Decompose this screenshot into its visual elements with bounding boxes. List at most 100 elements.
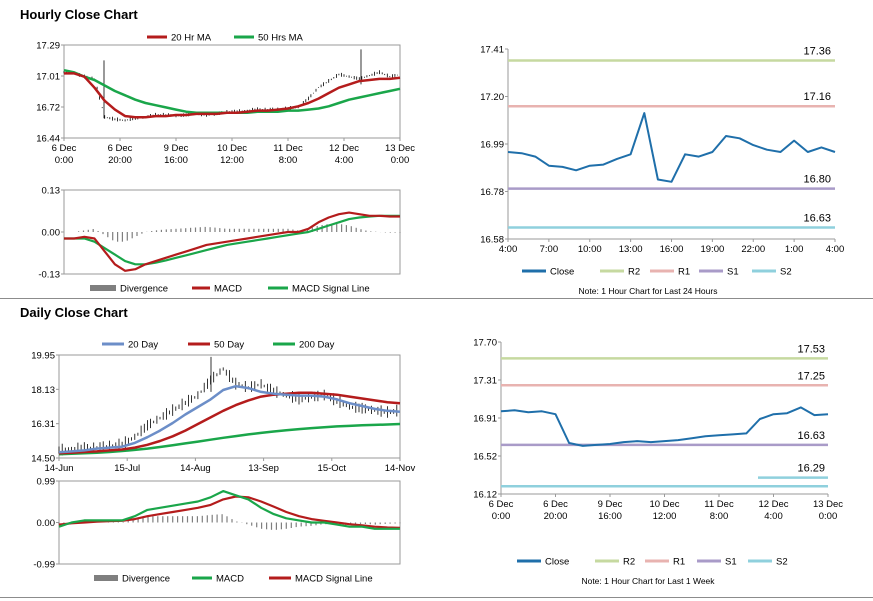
daily-section-title: Daily Close Chart [20,305,128,320]
hourly-pivot-y-tick-label: 16.99 [480,140,504,151]
daily-price-x-tick-label: 15-Oct [318,463,347,474]
daily-pivot-x-tick-label: 8:00 [710,511,729,522]
hourly-pivot-level-label-r2: 17.36 [803,45,831,57]
hourly-macd-y-tick-label: 0.13 [42,186,61,197]
daily-macd-line [58,490,400,530]
daily-macd-y-tick-label: 0.99 [37,477,56,488]
daily-price-y-tick-label: 18.13 [31,385,55,396]
daily-pivot-x-tick-label: 10 Dec [649,499,679,510]
hourly-pivot-legend-close-label: Close [550,267,574,278]
daily-price-x-tick-label: 14-Aug [180,463,211,474]
hourly-legend-macd-signal-label: MACD Signal Line [292,284,370,295]
hourly-price-x-tick-label: 6 Dec [52,143,77,154]
hourly-50hr-ma-line [63,68,401,115]
hourly-price-x-tick-label: 16:00 [164,155,188,166]
daily-pivot-legend-s1-label: S1 [725,557,737,568]
hourly-price-y-tick-label: 16.44 [36,134,60,145]
daily-pivot-y-tick-label: 17.31 [473,376,497,387]
daily-pivot-y-tick-label: 16.12 [473,490,497,501]
daily-pivot-x-tick-label: 11 Dec [704,499,734,510]
daily-price-x-tick-label: 14-Jun [44,463,73,474]
daily-pivot-y-tick-label: 17.70 [473,338,497,349]
daily-pivot-x-tick-label: 13 Dec [813,499,843,510]
daily-price-plot-frame [58,354,401,459]
daily-macd-y-tick-label: -0.99 [33,560,55,571]
daily-price-x-tick-label: 13-Sep [248,463,279,474]
hourly-price-y-tick-label: 16.72 [36,103,60,114]
hourly-price-x-tick-label: 8:00 [279,155,298,166]
hourly-pivot-x-tick-label: 7:00 [540,244,559,255]
hourly-20hr-ma-line [64,72,401,119]
daily-pivot-level-label-r2: 17.53 [797,343,825,355]
hourly-macd-y-tick-label: -0.13 [38,270,60,281]
hourly-price-x-tick-label: 11 Dec [273,143,303,154]
hourly-pivot-x-tick-label: 16:00 [660,244,684,255]
hourly-legend-20hr-ma-label: 20 Hr MA [171,33,212,44]
daily-pivot-x-tick-label: 0:00 [819,511,838,522]
hourly-pivot-x-tick-label: 1:00 [785,244,804,255]
daily-macd-signal-line [58,495,401,529]
hourly-price-x-tick-label: 20:00 [108,155,132,166]
daily-pivot-legend-r1-label: R1 [673,557,685,568]
hourly-pivot-legend-s2-label: S2 [780,267,792,278]
bottom-divider [0,597,873,598]
daily-price-y-tick-label: 19.95 [31,351,55,362]
hourly-pivot-x-tick-label: 10:00 [578,244,602,255]
daily-legend-20day-label: 20 Day [128,340,158,351]
daily-price-y-tick-label: 14.50 [31,454,55,465]
daily-pivot-x-tick-label: 20:00 [544,511,568,522]
hourly-pivot-x-tick-label: 13:00 [619,244,643,255]
daily-pivot-x-tick-label: 12:00 [653,511,677,522]
hourly-legend-macd-label: MACD [214,284,242,295]
hourly-pivot-level-label-s2: 16.63 [803,213,831,225]
daily-50day-ma-line [58,391,401,455]
hourly-price-x-tick-label: 0:00 [391,155,410,166]
hourly-price-x-tick-label: 6 Dec [108,143,133,154]
hourly-pivot-legend-s1-label: S1 [727,267,739,278]
daily-price-y-tick-label: 16.31 [31,419,55,430]
hourly-pivot-y-tick-label: 16.78 [480,187,504,198]
daily-200day-ma-line [58,422,401,456]
hourly-pivot-close-line [507,112,836,183]
hourly-pivot-note: Note: 1 Hour Chart for Last 24 Hours [579,286,718,296]
hourly-pivot-x-tick-label: 19:00 [700,244,724,255]
daily-pivot-close-line [500,406,829,447]
hourly-pivot-y-tick-label: 17.20 [480,92,504,103]
hourly-pivot-level-label-r1: 17.16 [803,91,831,103]
hourly-price-y-tick-label: 17.29 [36,41,60,52]
hourly-macd-y-tick-label: 0.00 [42,228,61,239]
hourly-pivot-legend-r1-label: R1 [678,267,690,278]
daily-pivot-y-tick-label: 16.91 [473,414,497,425]
daily-pivot-y-tick-label: 16.52 [473,452,497,463]
hourly-macd-line [64,211,400,272]
hourly-price-x-tick-label: 4:00 [335,155,354,166]
daily-pivot-x-tick-label: 0:00 [492,511,511,522]
hourly-pivot-y-tick-label: 17.41 [480,45,504,56]
hourly-price-x-tick-label: 10 Dec [217,143,247,154]
daily-macd-y-tick-label: 0.00 [37,518,56,529]
hourly-pivot-legend-r2-label: R2 [628,267,640,278]
daily-20day-ma-line [58,384,401,454]
daily-pivot-level-label-s2: 16.29 [797,463,825,475]
hourly-price-y-tick-label: 17.01 [36,72,60,83]
hourly-pivot-x-tick-label: 22:00 [741,244,765,255]
daily-pivot-x-tick-label: 4:00 [764,511,783,522]
daily-legend-macd-signal-label: MACD Signal Line [295,574,373,585]
daily-legend-50day-label: 50 Day [214,340,244,351]
daily-pivot-level-label-r1: 17.25 [797,370,825,382]
hourly-pivot-y-tick-label: 16.58 [480,235,504,246]
hourly-pivot-level-label-s1: 16.80 [803,174,831,186]
hourly-pivot-x-tick-label: 4:00 [499,244,518,255]
hourly-section-title: Hourly Close Chart [20,7,138,22]
hourly-legend-divergence-label: Divergence [120,284,168,295]
daily-pivot-x-tick-label: 16:00 [598,511,622,522]
daily-pivot-x-tick-label: 9 Dec [598,499,623,510]
hourly-price-x-tick-label: 0:00 [55,155,74,166]
daily-pivot-x-tick-label: 6 Dec [489,499,514,510]
section-divider [0,298,873,299]
daily-pivot-x-tick-label: 12 Dec [758,499,788,510]
daily-pivot-note: Note: 1 Hour Chart for Last 1 Week [581,576,715,586]
daily-price-x-tick-label: 15-Jul [114,463,140,474]
hourly-macd-plot-frame [63,189,401,275]
